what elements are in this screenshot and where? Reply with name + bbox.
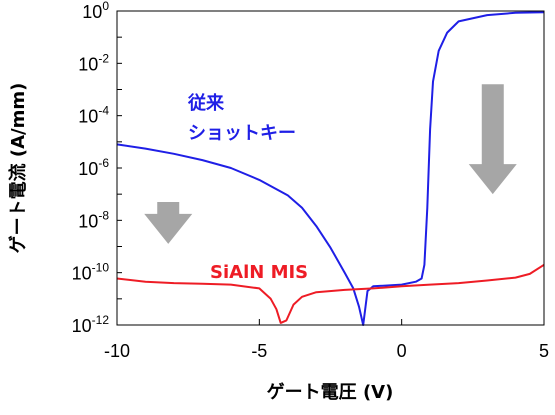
y-tick-label: 10-10 xyxy=(72,261,110,284)
y-tick-label: 10-2 xyxy=(78,51,109,74)
conventional-schottky-curve xyxy=(116,11,545,326)
sialn-mis-curve xyxy=(116,263,545,324)
y-axis-label: ゲート電流 (A/mm) xyxy=(7,83,29,254)
y-tick-label: 10-8 xyxy=(78,208,109,231)
y-tick-label: 10-6 xyxy=(78,156,109,179)
sialn-mis-label: SiAlN MIS xyxy=(210,262,308,283)
series-lines xyxy=(116,11,545,326)
x-tick-label: -10 xyxy=(104,341,130,361)
y-tick-label: 100 xyxy=(82,0,109,22)
x-tick-label: 5 xyxy=(539,341,549,361)
down-arrow-1 xyxy=(144,202,193,244)
y-tick-label: 10-4 xyxy=(78,104,109,127)
x-tick-label: 0 xyxy=(397,341,407,361)
y-axis: 100 10-2 10-4 10-6 10-8 10-10 10-12 xyxy=(72,0,122,336)
x-axis-label: ゲート電圧 (V) xyxy=(267,381,394,403)
trend-arrows xyxy=(144,84,517,244)
conventional-schottky-label-line2: ショットキー xyxy=(188,123,296,144)
down-arrow-2 xyxy=(468,84,517,195)
x-axis: -10 -5 0 5 xyxy=(104,319,549,361)
y-tick-label: 10-12 xyxy=(72,313,110,336)
conventional-schottky-label-line1: 従来 xyxy=(187,92,225,114)
x-tick-label: -5 xyxy=(251,341,267,361)
